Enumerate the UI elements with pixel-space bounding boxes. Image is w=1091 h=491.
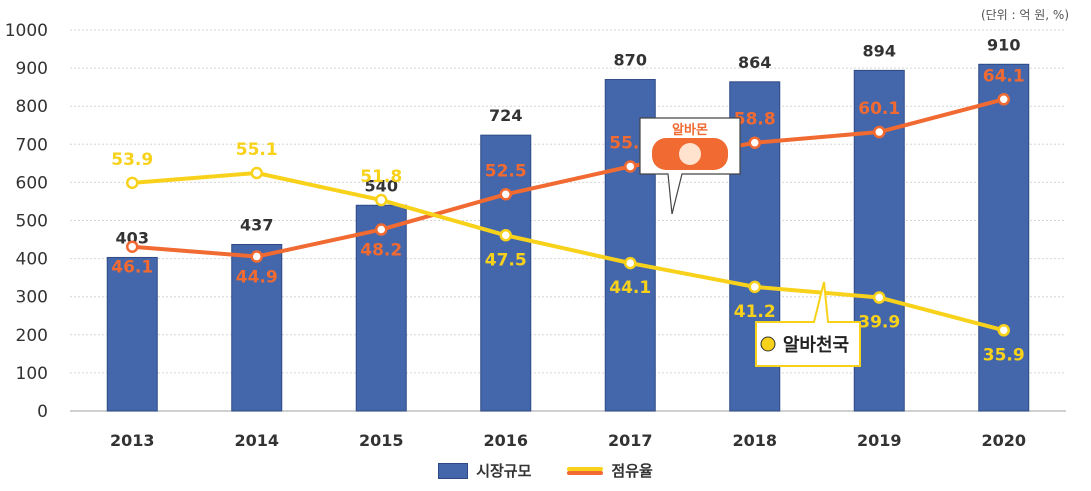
albamon-value-label: 64.1 — [983, 66, 1025, 86]
albamon-value-label: 52.5 — [485, 161, 527, 181]
legend-swatch-bar — [438, 462, 469, 479]
bar — [106, 256, 158, 412]
legend-swatch-line-yellow — [567, 466, 604, 471]
legend-item-market-size: 시장규모 — [438, 460, 531, 481]
bar — [355, 204, 407, 412]
bar — [480, 134, 532, 412]
alba-heaven-value-label: 53.9 — [111, 150, 153, 170]
y-tick-label: 500 — [16, 212, 48, 232]
albamon-value-label: 60.1 — [858, 99, 900, 119]
bar — [853, 69, 905, 412]
alba-heaven-line — [130, 171, 1006, 333]
albamon-value-label: 44.9 — [236, 268, 278, 288]
y-tick-label: 1000 — [5, 21, 48, 41]
albamon-point — [375, 223, 388, 236]
alba-heaven-logo-icon — [760, 336, 776, 352]
alba-heaven-point — [748, 280, 761, 294]
legend: 시장규모 점유율 — [0, 460, 1091, 481]
y-tick-label: 700 — [16, 135, 48, 155]
x-tick-label: 2018 — [732, 431, 777, 450]
bar-value-label: 864 — [738, 53, 771, 72]
alba-heaven-point — [375, 193, 388, 207]
alba-heaven-callout-label: 알바천국 — [783, 335, 849, 356]
bar-value-label: 540 — [365, 176, 398, 195]
albamon-line — [130, 97, 1006, 259]
alba-heaven-point — [873, 291, 886, 304]
x-tick-label: 2017 — [608, 431, 653, 450]
alba-heaven-value-label: 51.8 — [360, 167, 402, 187]
alba-heaven-value-label: 47.5 — [485, 250, 527, 270]
x-tick-label: 2020 — [981, 431, 1026, 450]
legend-label-share: 점유율 — [611, 462, 653, 480]
albamon-value-label: 58.8 — [734, 110, 776, 130]
bar-value-label: 894 — [863, 41, 896, 60]
bar-value-label: 403 — [116, 228, 149, 247]
y-tick-label: 200 — [16, 326, 48, 346]
legend-label-market-size: 시장규모 — [476, 462, 532, 480]
x-tick-label: 2015 — [359, 431, 404, 450]
albamon-point — [873, 125, 886, 139]
albamon-point — [624, 160, 637, 173]
x-tick-label: 2014 — [234, 431, 279, 450]
bar-value-label: 910 — [987, 35, 1020, 54]
alba-heaven-value-label: 41.2 — [734, 302, 776, 322]
bar-value-label: 437 — [240, 216, 273, 235]
bar — [231, 244, 283, 412]
y-tick-label: 300 — [16, 288, 48, 308]
x-tick-label: 2013 — [110, 431, 155, 450]
y-tick-label: 900 — [16, 59, 48, 79]
legend-item-share: 점유율 — [567, 460, 653, 481]
alba-heaven-point — [126, 176, 139, 190]
alba-heaven-point — [624, 256, 637, 270]
alba-heaven-value-label: 55.1 — [236, 140, 278, 160]
alba-heaven-point — [250, 166, 263, 180]
x-tick-label: 2016 — [483, 431, 528, 450]
x-tick-label: 2019 — [857, 431, 902, 450]
alba-heaven-point — [997, 324, 1010, 337]
albamon-point — [499, 188, 512, 201]
y-tick-label: 400 — [16, 250, 48, 270]
alba-heaven-value-label: 44.1 — [609, 278, 651, 298]
alba-heaven-callout-box — [755, 281, 861, 367]
alba-heaven-point — [499, 229, 512, 242]
y-tick-label: 0 — [37, 402, 48, 422]
albamon-value-label: 46.1 — [111, 258, 153, 278]
y-tick-label: 100 — [16, 364, 48, 384]
albamon-callout-label: 알바몬 — [672, 122, 708, 138]
bar-value-label: 724 — [489, 106, 522, 125]
alba-heaven-value-label: 35.9 — [983, 345, 1025, 365]
legend-swatch-lines — [567, 466, 604, 475]
albamon-logo-eye — [679, 143, 701, 165]
alba-heaven-value-label: 39.9 — [858, 313, 900, 333]
albamon-value-label: 48.2 — [360, 241, 402, 261]
bar — [978, 63, 1030, 412]
y-tick-label: 800 — [16, 97, 48, 117]
bar-value-label: 870 — [614, 51, 647, 70]
albamon-point — [748, 136, 761, 149]
albamon-point — [126, 240, 139, 253]
unit-label: (단위 : 억 원, %) — [980, 8, 1069, 22]
legend-swatch-line-orange — [567, 470, 604, 475]
y-tick-label: 600 — [16, 173, 48, 193]
albamon-point — [997, 93, 1010, 106]
albamon-point — [250, 250, 263, 263]
